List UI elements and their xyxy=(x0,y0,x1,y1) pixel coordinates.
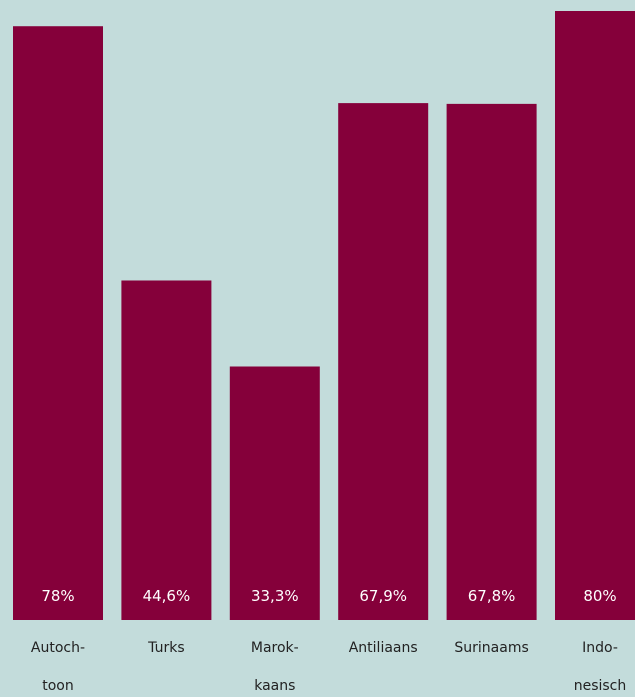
bar-2 xyxy=(229,366,320,620)
bar-value-label-0: 78% xyxy=(41,587,74,605)
bar-value-label-2: 33,3% xyxy=(251,587,299,605)
category-label-0-line-1: toon xyxy=(42,678,74,694)
category-label-5-line-0: Indo- xyxy=(582,640,618,656)
category-label-4-line-0: Surinaams xyxy=(454,640,528,656)
category-label-3-line-0: Antiliaans xyxy=(349,640,418,656)
bar-value-label-3: 67,9% xyxy=(359,587,407,605)
bar-4 xyxy=(446,103,537,620)
category-label-0-line-0: Autoch- xyxy=(31,640,85,656)
category-label-2-line-1: kaans xyxy=(254,678,295,694)
category-labels-group: Autoch-toon Turks Marok-kaans Antiliaans Sur… xyxy=(31,640,626,694)
bar-value-label-4: 67,8% xyxy=(468,587,516,605)
bar-0 xyxy=(13,26,103,621)
category-label-5-line-1: nesisch xyxy=(574,678,627,694)
bar-5 xyxy=(555,11,635,620)
bar-value-label-1: 44,6% xyxy=(143,587,191,605)
bars-group xyxy=(13,11,635,621)
bar-value-label-5: 80% xyxy=(583,587,616,605)
bar-3 xyxy=(338,103,429,620)
bar-1 xyxy=(121,280,212,620)
category-label-2-line-0: Marok- xyxy=(251,640,299,656)
value-labels-group: 78% 44,6% 33,3% 67,9% 67,8% 80% xyxy=(41,587,616,605)
category-label-1-line-0: Turks xyxy=(147,640,184,656)
